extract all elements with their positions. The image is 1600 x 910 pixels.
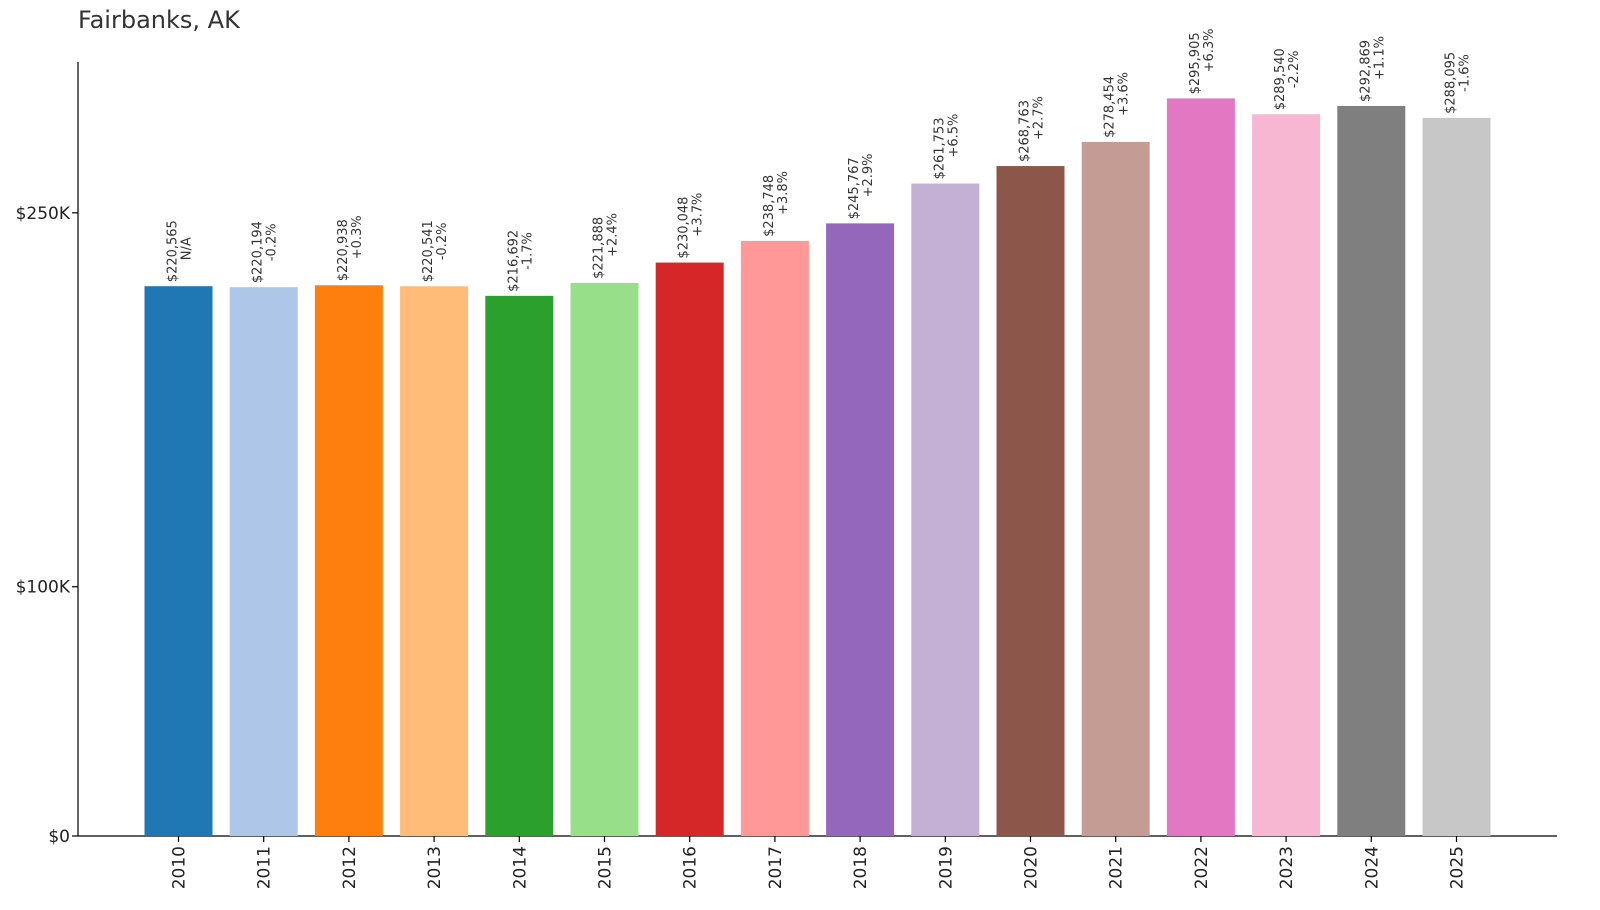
bar-change-label: +1.1%: [1372, 36, 1387, 80]
bar-value-label: $261,753: [932, 117, 947, 179]
x-tick-label: 2018: [851, 846, 871, 889]
x-axis-ticks: 2010 2011 2012 2013 2014 2015 2016 2017 2018 2019…: [170, 836, 1468, 889]
x-tick-label: 2020: [1022, 846, 1042, 889]
bar-change-label: +6.3%: [1202, 28, 1217, 72]
bar-change-label: -1.6%: [1458, 54, 1473, 92]
x-tick-label: 2011: [255, 846, 275, 889]
bar-value-label: $288,095: [1444, 52, 1459, 114]
bar-value-label: $238,748: [762, 175, 777, 237]
bar-value-label: $220,565: [166, 220, 181, 282]
x-tick-label: 2022: [1192, 846, 1212, 889]
x-tick-label: 2017: [766, 846, 786, 889]
x-tick-label: 2024: [1362, 846, 1382, 889]
x-tick-label: 2012: [340, 846, 360, 889]
x-tick-label: 2015: [596, 846, 616, 889]
bar-change-label: +6.5%: [946, 114, 961, 158]
bar-change-label: +2.9%: [861, 153, 876, 197]
bar-2011: [229, 287, 298, 836]
bar-change-label: +3.8%: [776, 171, 791, 215]
bar-value-label: $221,888: [592, 217, 607, 279]
y-axis-ticks: $0 $100K $250K: [16, 204, 78, 847]
bar-change-label: +2.7%: [1032, 96, 1047, 140]
bar-2023: [1252, 114, 1321, 836]
bar-2013: [400, 286, 469, 836]
y-tick-label: $250K: [16, 204, 71, 224]
x-tick-label: 2023: [1277, 846, 1297, 889]
bar-value-label: $245,767: [847, 157, 862, 219]
bar-2024: [1337, 105, 1406, 836]
x-tick-label: 2021: [1107, 846, 1127, 889]
bar-value-label: $289,540: [1273, 48, 1288, 110]
bar-2022: [1166, 98, 1235, 837]
bar-value-label: $220,194: [251, 221, 266, 283]
bar-change-label: -0.2%: [265, 223, 280, 261]
x-tick-label: 2016: [681, 846, 701, 889]
bar-2017: [740, 240, 809, 836]
x-tick-label: 2014: [510, 846, 530, 889]
bar-2015: [570, 282, 639, 836]
bar-2010: [144, 286, 213, 836]
bar-2018: [826, 223, 895, 837]
bar-change-label: +0.3%: [350, 215, 365, 259]
x-tick-label: 2010: [170, 846, 190, 889]
y-tick-label: $0: [48, 827, 70, 847]
bar-value-label: $220,541: [421, 220, 436, 282]
y-tick-label: $100K: [16, 578, 71, 598]
bars: $220,565 N/A $220,194 -0.2% $220,938 +0.3% $22…: [144, 28, 1491, 837]
bar-change-label: -0.2%: [435, 223, 450, 261]
bar-2019: [911, 183, 980, 836]
bar-change-label: +3.6%: [1117, 72, 1132, 116]
x-tick-label: 2013: [425, 846, 445, 889]
bar-value-label: $268,763: [1018, 100, 1033, 162]
bar-value-label: $292,869: [1358, 40, 1373, 102]
bar-2016: [655, 262, 724, 837]
bar-2020: [996, 166, 1065, 837]
bar-2021: [1081, 141, 1150, 837]
x-tick-label: 2025: [1448, 846, 1468, 889]
bar-change-label: -2.2%: [1287, 51, 1302, 89]
bar-change-label: +2.4%: [606, 213, 621, 257]
bar-2025: [1422, 117, 1491, 836]
bar-change-label: N/A: [180, 237, 195, 260]
bar-2014: [485, 295, 554, 837]
bar-value-label: $230,048: [677, 197, 692, 259]
bar-change-label: +3.7%: [691, 193, 706, 237]
chart-title: Fairbanks, AK: [78, 6, 240, 34]
bar-value-label: $216,692: [506, 230, 521, 292]
bar-value-label: $278,454: [1103, 76, 1118, 138]
bar-2012: [314, 285, 383, 837]
x-tick-label: 2019: [936, 846, 956, 889]
bar-value-label: $295,905: [1188, 32, 1203, 94]
bar-value-label: $220,938: [336, 219, 351, 281]
bar-change-label: -1.7%: [520, 232, 535, 270]
